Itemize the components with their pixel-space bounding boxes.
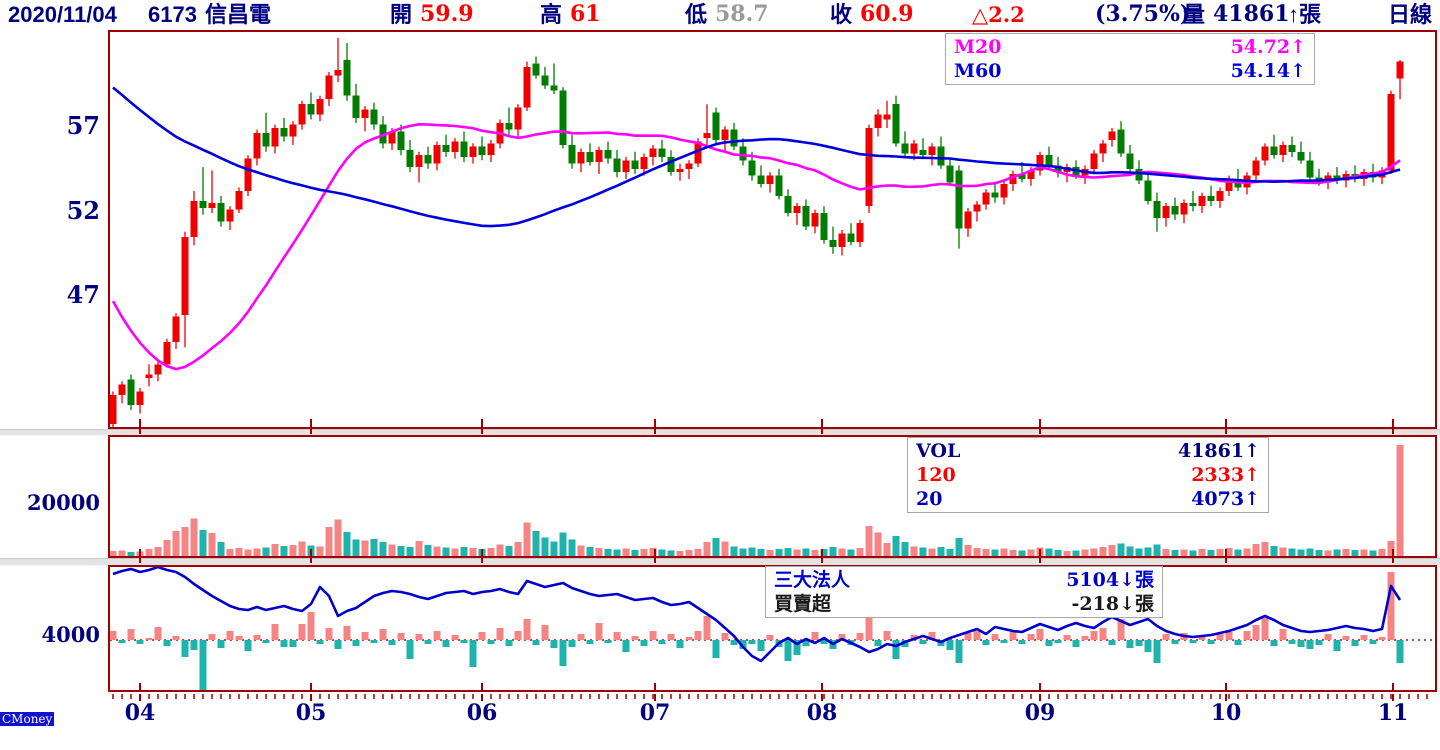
month-label: 11 bbox=[1377, 700, 1409, 726]
change-pct: (3.75%) bbox=[1095, 1, 1191, 27]
inst-legend-value: -218↓張 bbox=[1071, 593, 1154, 615]
high-label: 高 bbox=[540, 2, 563, 27]
volume-legend-row: 120 2333↑ bbox=[916, 463, 1260, 487]
inst-legend-value: 5104↓張 bbox=[1066, 569, 1154, 591]
month-label: 04 bbox=[124, 700, 156, 726]
close-label: 收 bbox=[830, 2, 853, 27]
inst-legend-label: 三大法人 bbox=[774, 569, 851, 591]
volume-legend-label: 120 bbox=[916, 464, 956, 486]
volume-legend-row: 20 4073↑ bbox=[916, 487, 1260, 511]
inst-axis-tick: 4000 bbox=[41, 621, 100, 647]
stock-name: 信昌電 bbox=[205, 2, 272, 27]
institutional-layer bbox=[110, 567, 1435, 690]
volume-legend: VOL 41861↑ 120 2333↑ 20 4073↑ bbox=[907, 437, 1269, 513]
date-label: 2020/11/04 bbox=[8, 2, 117, 27]
volume-legend-label: VOL bbox=[916, 440, 961, 462]
low-label: 低 bbox=[685, 2, 708, 27]
volume-legend-row: VOL 41861↑ bbox=[916, 439, 1260, 463]
close-value: 60.9 bbox=[860, 1, 914, 27]
price-axis-tick: 52 bbox=[66, 195, 100, 225]
low-value: 58.7 bbox=[715, 1, 769, 27]
high-value: 61 bbox=[570, 1, 601, 27]
month-label: 07 bbox=[639, 700, 671, 726]
ma-legend-label: M60 bbox=[954, 60, 1002, 82]
volume-legend-value: 4073↑ bbox=[1191, 488, 1260, 510]
volume-legend-label: 20 bbox=[916, 488, 943, 510]
month-label: 09 bbox=[1024, 700, 1056, 726]
inst-legend-row: 三大法人 5104↓張 bbox=[774, 568, 1154, 592]
institutional-legend: 三大法人 5104↓張買賣超 -218↓張 bbox=[765, 566, 1163, 618]
period-toggle[interactable]: 日線 bbox=[1388, 2, 1433, 27]
month-label: 10 bbox=[1210, 700, 1242, 726]
stock-code: 6173 bbox=[148, 2, 197, 27]
ma-legend-value: 54.72↑ bbox=[1230, 36, 1306, 58]
month-label: 05 bbox=[295, 700, 327, 726]
volume-legend-value: 41861↑ bbox=[1177, 440, 1260, 462]
month-label: 06 bbox=[466, 700, 498, 726]
month-label: 08 bbox=[806, 700, 838, 726]
ma-legend-row: M20 54.72↑ bbox=[954, 35, 1306, 59]
ma-legend-label: M20 bbox=[954, 36, 1002, 58]
candlestick-layer bbox=[110, 37, 1404, 427]
volume-value: 41861 bbox=[1213, 1, 1290, 27]
ma-legend-row: M60 54.14↑ bbox=[954, 59, 1306, 83]
volume-label: 量 bbox=[1183, 2, 1206, 27]
ma-legend: M20 54.72↑ M60 54.14↑ bbox=[945, 33, 1315, 85]
axis-ticks-layer bbox=[112, 419, 1428, 701]
price-axis-tick: 57 bbox=[66, 110, 100, 140]
open-value: 59.9 bbox=[420, 1, 474, 27]
volume-unit: ↑張 bbox=[1288, 2, 1322, 27]
inst-legend-label: 買賣超 bbox=[774, 593, 832, 615]
cmoney-logo-link[interactable]: CMoney bbox=[0, 712, 55, 726]
open-label: 開 bbox=[390, 2, 413, 27]
ma-legend-value: 54.14↑ bbox=[1230, 60, 1306, 82]
volume-legend-value: 2333↑ bbox=[1191, 464, 1260, 486]
volume-axis-tick: 20000 bbox=[26, 489, 100, 515]
price-axis-tick: 47 bbox=[66, 279, 100, 309]
inst-legend-row: 買賣超 -218↓張 bbox=[774, 592, 1154, 616]
change-value: △2.2 bbox=[972, 2, 1025, 27]
